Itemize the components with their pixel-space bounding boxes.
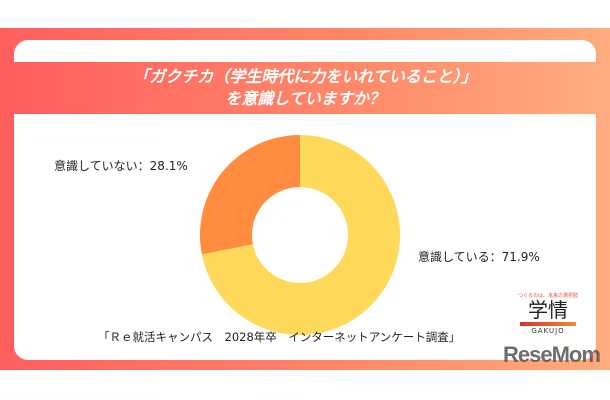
source-note: 「Ｒｅ就活キャンパス 2028年卒 インターネットアンケート調査」 xyxy=(98,330,461,344)
logo-tagline: つくるのは、未来の選択肢 xyxy=(518,293,578,299)
chart-card: 「ガクチカ（学生時代に力をいれていること）」 を意識していますか？ 意識していな… xyxy=(14,40,596,360)
slice-label-not-conscious: 意識していない：28.1% xyxy=(54,159,188,173)
logo-bar xyxy=(520,322,576,326)
donut-slice-1 xyxy=(200,135,300,255)
gakujo-logo: つくるのは、未来の選択肢 学情 GAKUJO xyxy=(508,292,588,335)
donut-chart xyxy=(200,135,400,335)
logo-name: 学情 xyxy=(528,298,568,322)
chart-title-line-2: を意識していますか？ xyxy=(225,89,385,108)
donut-slice-0 xyxy=(201,135,400,335)
title-banner: 「ガクチカ（学生時代に力をいれていること）」 を意識していますか？ xyxy=(14,62,596,114)
chart-title-line-1: 「ガクチカ（学生時代に力をいれていること）」 xyxy=(133,67,477,86)
resemom-watermark: ReseMom xyxy=(503,342,601,367)
logo-romaji: GAKUJO xyxy=(531,327,565,335)
slice-label-conscious: 意識している：71.9% xyxy=(418,250,540,264)
